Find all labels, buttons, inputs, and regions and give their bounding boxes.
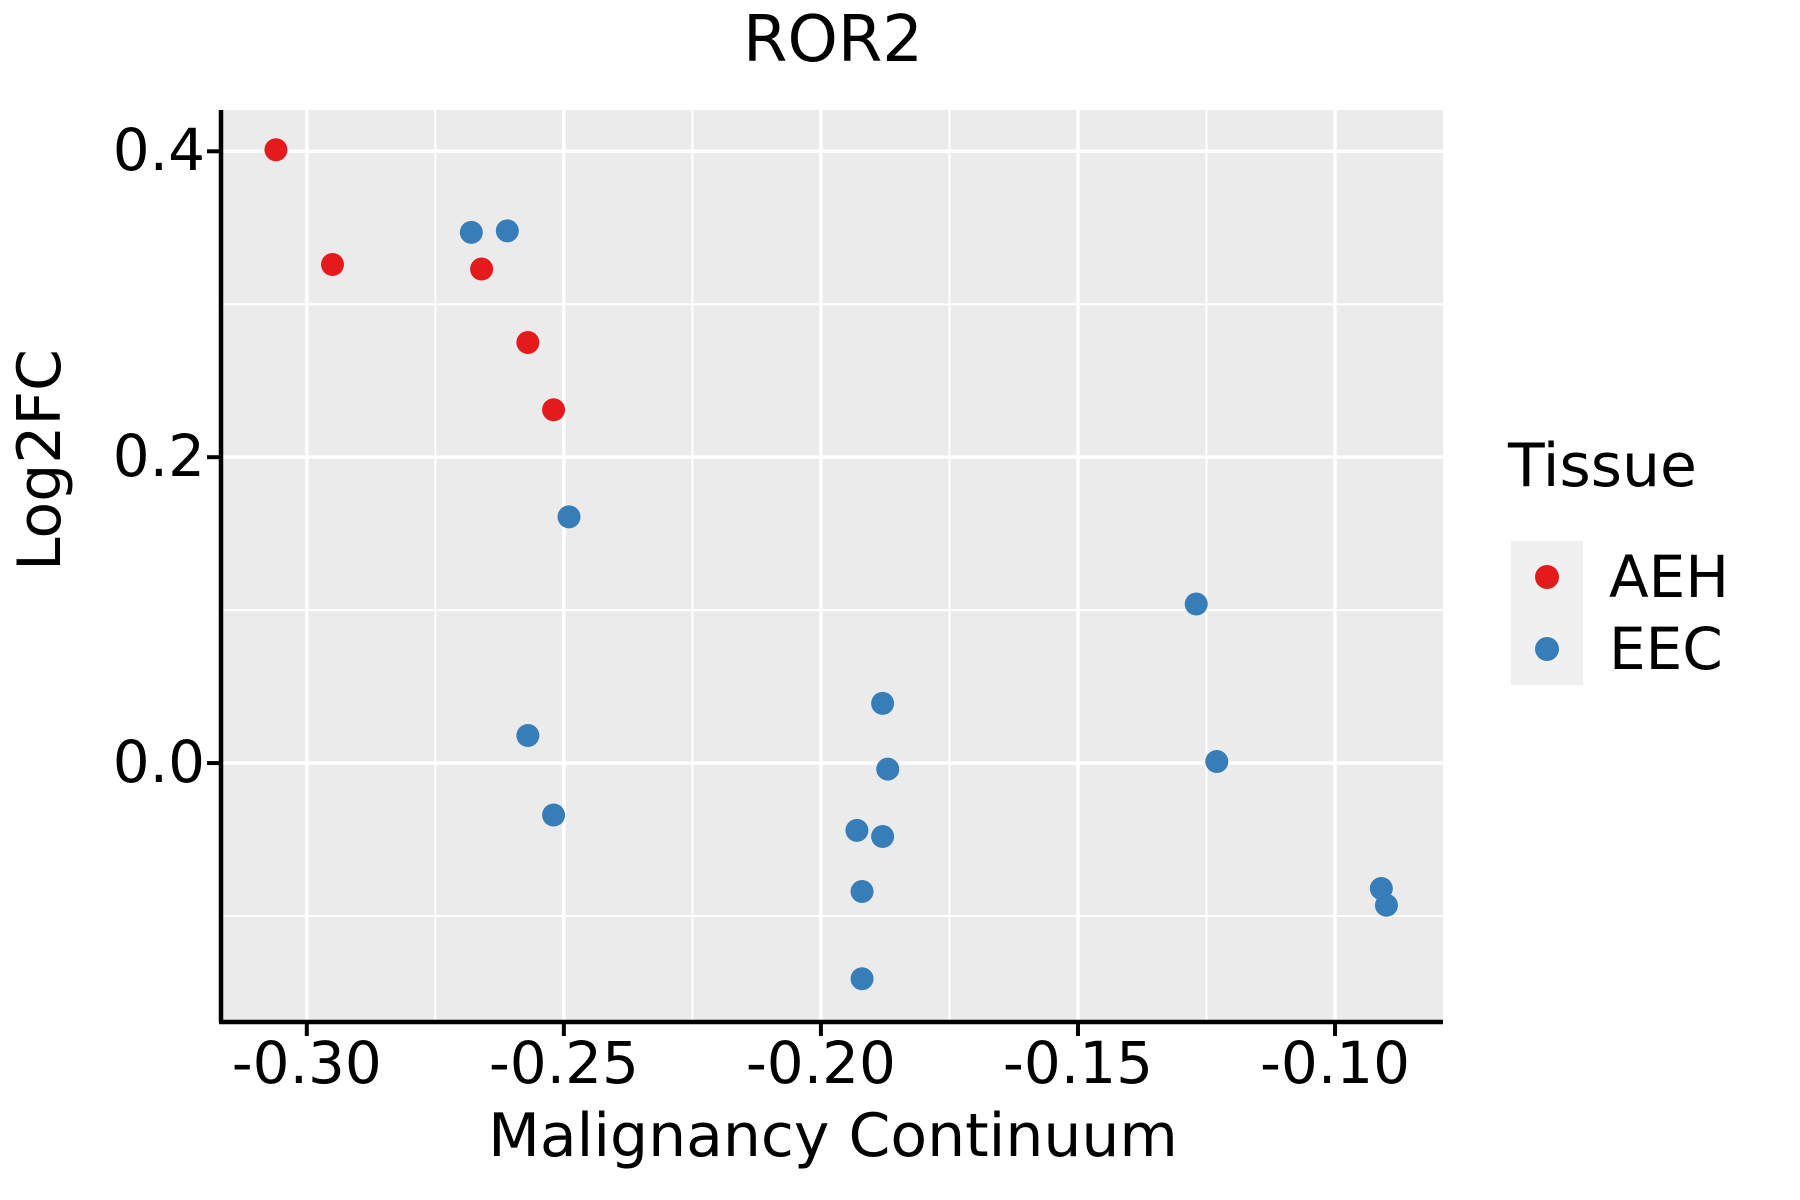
- legend-key: [1511, 541, 1583, 613]
- legend-item-aeh: AEH: [1511, 541, 1729, 613]
- data-point-eec: [850, 967, 874, 991]
- data-point-aeh: [542, 398, 566, 422]
- x-tick-label: -0.25: [488, 1029, 639, 1097]
- x-axis-title: Malignancy Continuum: [488, 1101, 1178, 1171]
- data-point-eec: [871, 691, 895, 715]
- data-point-eec: [495, 219, 519, 243]
- x-tick-label: -0.10: [1259, 1029, 1411, 1097]
- legend-dot-icon: [1535, 565, 1559, 589]
- legend-item-eec: EEC: [1511, 613, 1729, 685]
- legend-label: AEH: [1609, 543, 1729, 611]
- data-point-eec: [871, 824, 895, 848]
- data-point-eec: [876, 757, 900, 781]
- data-point-eec: [1184, 592, 1208, 616]
- panel-background: [223, 110, 1443, 1020]
- legend-title: Tissue: [1508, 431, 1697, 501]
- y-tick-label: 0.4: [112, 116, 205, 185]
- y-tick-label: 0.0: [112, 728, 205, 797]
- x-tick-label: -0.20: [745, 1029, 896, 1097]
- data-point-eec: [1205, 750, 1229, 774]
- legend: AEH EEC: [1511, 541, 1729, 685]
- y-tick-label: 0.2: [112, 422, 205, 491]
- legend-dot-icon: [1535, 637, 1559, 661]
- data-point-aeh: [470, 257, 494, 281]
- legend-key: [1511, 613, 1583, 685]
- data-point-eec: [516, 724, 540, 748]
- data-point-eec: [1374, 893, 1398, 917]
- data-point-aeh: [264, 138, 288, 162]
- data-point-aeh: [321, 252, 345, 276]
- data-point-eec: [459, 220, 483, 244]
- x-tick-label: -0.15: [1002, 1029, 1154, 1097]
- data-point-eec: [542, 803, 566, 827]
- legend-label: EEC: [1609, 615, 1723, 683]
- data-point-eec: [850, 880, 874, 904]
- data-point-eec: [845, 818, 869, 842]
- plot-title: ROR2: [742, 3, 924, 77]
- data-point-aeh: [516, 330, 540, 354]
- data-point-eec: [557, 505, 581, 529]
- x-tick-label: -0.30: [231, 1029, 382, 1097]
